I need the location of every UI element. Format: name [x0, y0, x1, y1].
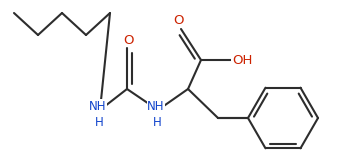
Text: NH: NH: [147, 99, 165, 112]
Text: O: O: [174, 15, 184, 28]
Text: NH: NH: [89, 99, 107, 112]
Text: H: H: [95, 116, 103, 128]
Text: OH: OH: [232, 53, 252, 67]
Text: O: O: [123, 34, 133, 46]
Text: H: H: [152, 116, 161, 128]
